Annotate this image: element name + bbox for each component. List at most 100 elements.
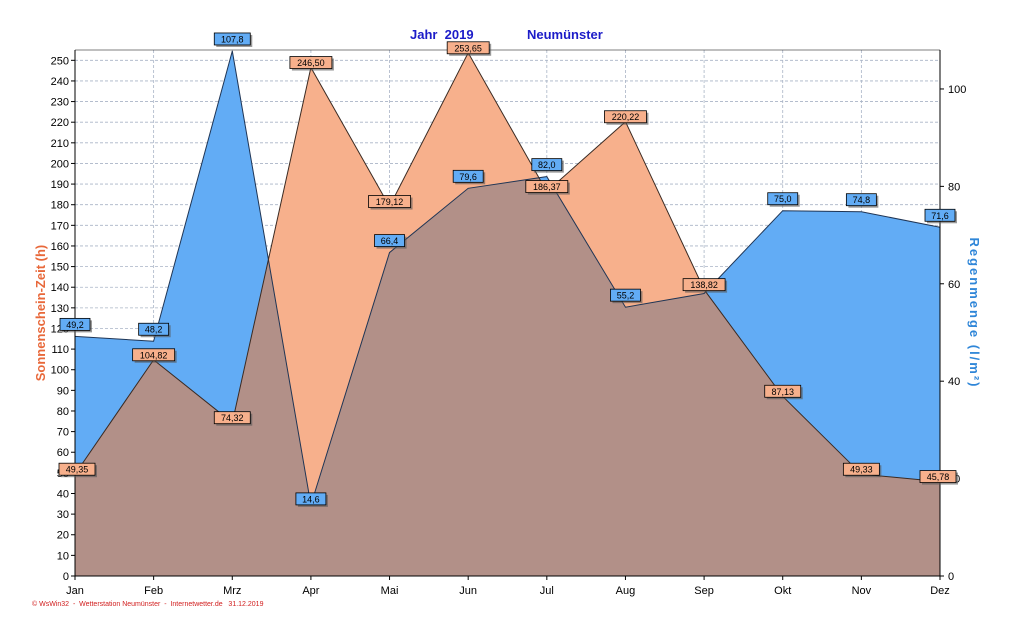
rain-data-label-box [59,317,91,331]
x-tick-label: Nov [852,585,872,597]
rain-data-label-box [452,169,484,183]
rain-data-label-box [610,288,641,302]
axes: 0102030405060708090100110120130140150160… [33,49,982,597]
sunshine-data-label: 74,32 [213,411,253,426]
sunshine-data-label: 49,35 [58,462,97,478]
chart-title: Jahr 2019 [410,27,474,42]
sunshine-data-label: 104,82 [132,348,177,363]
rain-data-label-box [767,192,799,206]
x-tick-label: Apr [302,585,319,597]
left-tick-label: 230 [51,97,69,109]
sunshine-data-label-text: 220,22 [612,112,640,122]
x-tick-label: Aug [616,585,636,597]
sunshine-data-label-text: 253,65 [454,43,482,53]
x-tick-label: Jul [540,585,554,597]
left-tick-label: 140 [51,282,69,294]
left-tick-label: 240 [51,76,69,88]
left-tick-label: 160 [51,241,69,253]
footer-credit: © WsWin32 - Wetterstation Neumünster - I… [32,601,264,608]
left-tick-label: 130 [51,303,69,315]
rain-data-label: 55,2 [610,288,643,304]
sunshine-data-label: 45,78 [919,470,958,485]
sunshine-data-label-text: 87,13 [771,387,794,397]
rain-data-label-box [924,208,956,222]
x-tick-label: Sep [694,585,714,597]
rain-data-label-text: 75,0 [774,194,792,204]
right-tick-label: 100 [948,84,966,96]
sunshine-data-label: 220,22 [604,110,649,125]
left-tick-label: 170 [51,220,69,232]
left-tick-label: 100 [51,365,69,377]
rain-data-label-text: 107,8 [221,34,244,44]
rain-data-label-box [374,234,405,248]
x-tick-label: Feb [144,585,163,597]
rain-data-label-text: 55,2 [617,291,635,301]
sunshine-data-label-text: 104,82 [140,350,168,360]
sunshine-data-label-box [842,462,880,476]
sunshine-data-label-text: 74,32 [221,413,244,423]
rain-data-label: 82,0 [531,158,564,173]
right-tick-label: 0 [948,571,954,583]
rain-data-label: 79,6 [452,169,486,185]
rain-data-label-text: 14,6 [302,494,320,504]
sunshine-data-label: 186,37 [525,180,570,195]
rain-line [75,50,940,506]
sunshine-data-label-box [764,384,802,398]
rain-data-label: 48,2 [138,322,171,338]
right-tick-label: 60 [948,279,960,291]
left-tick-label: 190 [51,179,69,191]
sunshine-data-label-text: 45,78 [927,472,950,482]
data-labels: 49,35 104,82 74,32 246,50 179,12 253,65 186,37… [58,32,958,507]
right-axis-title: Regenmenge (l/m²) [967,237,982,388]
sunshine-data-label-box [525,180,569,193]
rain-data-label-text: 74,8 [853,195,871,205]
sunshine-data-label-box [213,411,251,425]
rain-data-label: 49,2 [59,317,92,333]
left-tick-label: 80 [57,406,69,418]
rain-data-label: 71,6 [924,208,957,224]
sunshine-data-label-box [132,348,176,362]
left-tick-label: 0 [63,571,69,583]
sunshine-data-label-text: 179,12 [376,197,404,207]
x-tick-label: Mrz [223,585,241,597]
sunshine-data-label-box [446,41,490,55]
sunshine-data-label-text: 246,50 [297,58,325,68]
left-tick-label: 40 [57,488,69,500]
rain-data-label: 74,8 [845,193,879,208]
data-areas [75,50,940,576]
sunshine-data-label-text: 186,37 [533,182,561,192]
left-tick-label: 180 [51,200,69,212]
rain-data-label-text: 82,0 [538,160,556,170]
sunshine-data-label-box [368,195,411,208]
left-axis-title: Sonnenschein-Zeit (h) [33,245,48,382]
sunshine-data-label-box [604,110,647,124]
rain-data-label-text: 48,2 [145,325,163,335]
x-tick-label: Jan [66,585,84,597]
sunshine-data-label: 49,33 [842,462,882,478]
left-tick-label: 110 [51,344,69,356]
left-tick-label: 250 [51,55,69,67]
sunshine-data-label-text: 138,82 [690,280,718,290]
x-tick-label: Dez [930,585,950,597]
sunshine-data-label: 253,65 [446,41,492,56]
sunshine-data-label: 138,82 [682,278,728,293]
x-tick-label: Mai [381,585,399,597]
rain-data-label-text: 49,2 [66,320,84,330]
rain-data-label-box [531,158,563,172]
rain-data-label-box [295,492,327,506]
rain-data-label: 14,6 [295,492,328,507]
rain-data-label: 66,4 [374,234,407,249]
left-tick-label: 70 [57,427,69,439]
left-tick-label: 150 [51,262,69,274]
sunshine-data-label-text: 49,33 [850,465,873,475]
left-tick-label: 220 [51,117,69,129]
rain-data-label-text: 66,4 [381,236,399,246]
left-tick-label: 20 [57,530,69,542]
sunshine-data-label-text: 49,35 [66,465,89,475]
x-tick-label: Jun [459,585,477,597]
sunshine-data-label: 87,13 [764,384,803,400]
right-tick-label: 40 [948,376,960,388]
rain-data-label-box [845,193,877,207]
